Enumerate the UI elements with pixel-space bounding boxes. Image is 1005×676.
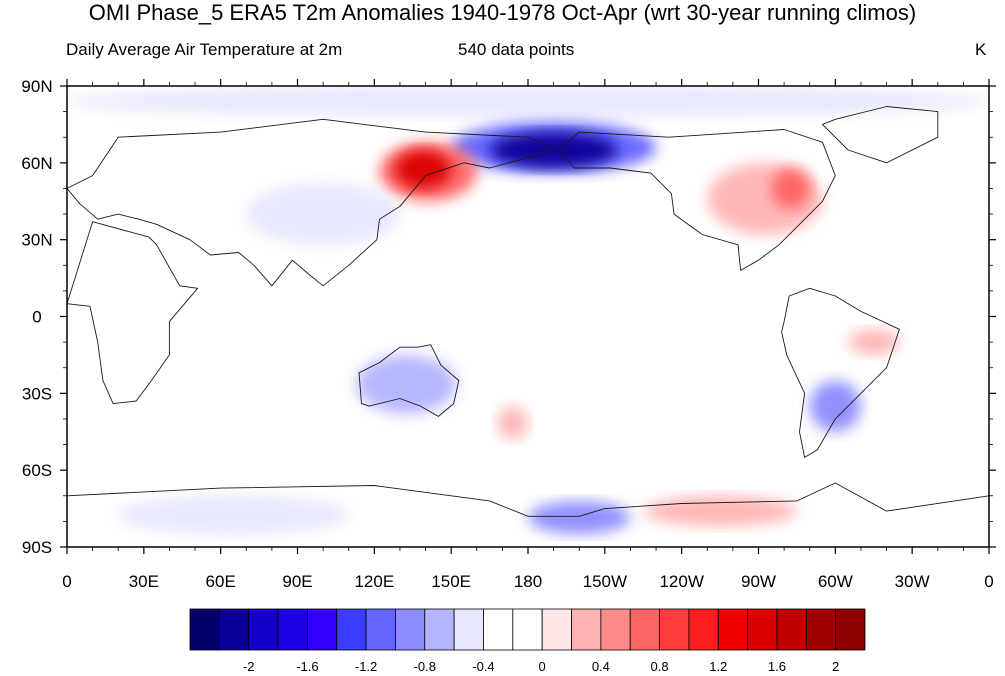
axis-ticks: 90N 60N 30N 0 30S 60S 90S 0 30E 60E 90E 120E 150E 180…: [21, 77, 996, 591]
colorbar-swatch: [688, 608, 719, 651]
colorbar-swatch: [395, 608, 426, 651]
lat-tick-label: 0: [32, 308, 41, 327]
colorbar-label: 0.8: [651, 659, 669, 674]
variable-description: Daily Average Air Temperature at 2m: [66, 40, 343, 59]
lon-tick-label: 180: [514, 572, 542, 591]
lon-tick-label: 60W: [818, 572, 853, 591]
anomaly-new-zealand-warm: [497, 406, 528, 440]
map-title: OMI Phase_5 ERA5 T2m Anomalies 1940-1978…: [88, 0, 917, 25]
colorbar-label: 0.4: [592, 659, 610, 674]
anomaly-australia-cold: [356, 354, 457, 414]
coastline-australia: [358, 344, 460, 417]
colorbar-swatch: [629, 608, 660, 651]
colorbar-label: -1.6: [296, 659, 318, 674]
anomaly-north-america-warm-core: [771, 167, 810, 209]
colorbar-label: -2: [243, 659, 255, 674]
colorbar-label: 1.6: [768, 659, 786, 674]
coastline-south-america: [781, 287, 900, 458]
lat-tick-label: 90N: [21, 77, 52, 96]
units-label: K: [975, 40, 987, 59]
anomaly-antarctica-cold-east: [118, 495, 349, 535]
lat-tick-label: 60S: [22, 461, 52, 480]
colorbar-label: 0: [539, 659, 546, 674]
colorbar-label: -1.2: [355, 659, 377, 674]
colorbar-swatch: [747, 608, 778, 651]
coastline-antarctica: [67, 482, 989, 547]
colorbar-swatch: [600, 608, 631, 651]
colorbar-swatch: [336, 608, 367, 651]
colorbar-swatch: [248, 608, 279, 651]
lon-tick-label: 150E: [431, 572, 471, 591]
colorbar-swatch: [717, 608, 749, 651]
colorbar-label: -0.8: [414, 659, 436, 674]
lon-tick-label: 90W: [741, 572, 776, 591]
colorbar-swatch: [659, 608, 690, 651]
anomaly-central-asia-cold: [246, 183, 400, 245]
colorbar-swatch: [306, 608, 338, 651]
lon-tick-label: 30W: [895, 572, 930, 591]
colorbar-swatch: [512, 608, 543, 651]
anomaly-arctic-cold-band: [67, 86, 989, 117]
colorbar-swatch: [424, 608, 455, 651]
lon-tick-label: 120W: [659, 572, 703, 591]
anomaly-antarctica-warm-west: [643, 495, 797, 527]
anomaly-south-america-cold: [809, 380, 861, 432]
colorbar: -2 -1.6 -1.2 -0.8 -0.4 0 0.4 0.8 1.2 1.6 2: [189, 608, 866, 674]
lon-tick-label: 150W: [583, 572, 627, 591]
anomaly-northeast-asia-warm-core: [394, 150, 452, 189]
anomaly-antarctica-cold-ross: [528, 500, 631, 535]
anomaly-brazil-warm: [848, 329, 900, 355]
lon-tick-label: 0: [62, 572, 71, 591]
coastline-greenland: [822, 106, 939, 164]
data-points-count: 540 data points: [458, 40, 575, 59]
colorbar-label: 2: [832, 659, 839, 674]
coastline-africa: [67, 221, 199, 405]
lon-tick-label: 120E: [354, 572, 394, 591]
colorbar-label: 1.2: [709, 659, 727, 674]
coastline-eurasia: [67, 118, 557, 287]
colorbar-swatch: [805, 608, 837, 651]
anomaly-europe-cold: [92, 157, 196, 202]
colorbar-swatch: [835, 608, 866, 651]
colorbar-swatch: [453, 608, 484, 651]
colorbar-swatch: [541, 608, 572, 651]
lat-tick-label: 60N: [21, 154, 52, 173]
colorbar-swatch: [189, 608, 220, 651]
colorbar-swatch: [483, 608, 514, 651]
colorbar-swatch: [571, 608, 602, 651]
lat-tick-label: 90S: [22, 538, 52, 557]
lat-tick-label: 30S: [22, 384, 52, 403]
colorbar-swatch: [277, 608, 308, 651]
lon-tick-label: 30E: [129, 572, 159, 591]
lat-tick-label: 30N: [21, 231, 52, 250]
coastlines: [67, 106, 989, 547]
lon-tick-label: 90E: [282, 572, 312, 591]
coastline-north-america: [558, 129, 836, 271]
colorbar-label: -0.4: [472, 659, 494, 674]
colorbar-swatch: [218, 608, 250, 651]
lon-tick-label: 60E: [206, 572, 236, 591]
lon-tick-label: 0: [984, 572, 993, 591]
colorbar-swatch: [365, 608, 396, 651]
colorbar-swatch: [776, 608, 807, 651]
anomaly-field: [67, 86, 989, 535]
